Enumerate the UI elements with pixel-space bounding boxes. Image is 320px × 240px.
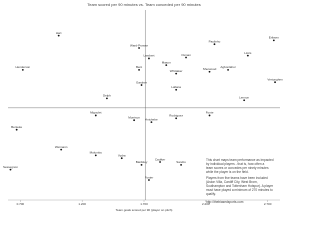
point-label: Sandro xyxy=(176,160,186,164)
point xyxy=(138,47,140,49)
point xyxy=(180,163,182,166)
point-label: Anichebe xyxy=(145,117,158,121)
annotation-text: This chart maps team performance as impa… xyxy=(206,158,274,174)
point xyxy=(106,97,108,100)
annotation-line: must have played a minimum of 270 minute… xyxy=(206,188,273,192)
point xyxy=(159,161,161,163)
point xyxy=(185,56,187,59)
point-label: Sherwood xyxy=(203,67,217,71)
point xyxy=(175,88,178,91)
point xyxy=(94,154,97,157)
point xyxy=(138,68,140,71)
point xyxy=(15,128,18,131)
point xyxy=(120,157,123,160)
point xyxy=(213,43,216,46)
point xyxy=(227,68,229,71)
point-label: Fonte xyxy=(206,111,214,115)
point xyxy=(208,70,211,73)
point-label: Whittaker xyxy=(170,69,183,73)
point xyxy=(274,81,276,84)
point xyxy=(57,34,60,37)
point-label: Mason xyxy=(162,60,171,64)
point xyxy=(94,114,97,117)
chart-title: Team scored per 90 minutes vs. Team conc… xyxy=(87,2,201,7)
point xyxy=(133,119,136,122)
annotation-line: qualify. xyxy=(206,192,216,196)
point xyxy=(140,84,143,86)
point xyxy=(21,68,24,71)
annotation-line: by individual players - that is, how oft… xyxy=(206,162,265,166)
point xyxy=(175,72,178,75)
annotation-line: team scores or concedes per ninety minut… xyxy=(206,166,269,170)
point-label: Rodriguez xyxy=(169,114,183,118)
point-label: Paulinho xyxy=(209,39,221,43)
point-label: Mignolet xyxy=(90,111,102,115)
point-label: Lloris xyxy=(244,51,252,55)
point-label: Gardner xyxy=(136,80,147,84)
x-tick-label: 0.700 xyxy=(17,202,25,206)
annotation-line: This chart maps team performance as impa… xyxy=(206,158,274,162)
point xyxy=(246,54,249,57)
x-tick-label: 2.200 xyxy=(202,202,210,206)
point-label: Bardsley xyxy=(136,160,148,164)
point-label: Mulumbu xyxy=(90,151,103,155)
point-label: Delph xyxy=(103,94,111,98)
point xyxy=(140,163,143,166)
point xyxy=(150,121,153,123)
point-label: Foster xyxy=(145,175,154,179)
point-label: Caulker xyxy=(155,157,165,161)
point-label: Ward-Prowse xyxy=(130,43,148,47)
point xyxy=(208,114,211,117)
x-axis-label: Team goals scored per 90 (player on pitc… xyxy=(116,208,173,212)
point-label: Weimann xyxy=(55,145,68,149)
point-label: Lennon xyxy=(239,96,249,100)
point-label: Vydra xyxy=(118,153,126,157)
annotation-text: Players from five teams have been includ… xyxy=(206,176,274,196)
point-label: Bent xyxy=(136,65,142,69)
point xyxy=(175,117,178,120)
point xyxy=(9,168,12,171)
x-tick-label: 1.700 xyxy=(140,202,148,206)
point-label: Lambert xyxy=(143,54,154,58)
point-label: Henderson xyxy=(15,65,30,69)
annotation-line: Players from five teams have been includ… xyxy=(206,176,268,180)
point xyxy=(148,179,150,181)
point xyxy=(60,148,63,151)
annotation-line: Southampton and Tottenham Hotspur). A pl… xyxy=(206,184,274,188)
point xyxy=(272,39,275,42)
point-label: Osman xyxy=(181,53,191,57)
url: http://thebiasedsports.com xyxy=(206,200,244,204)
point-label: Morrison xyxy=(128,115,140,119)
chart: Team scored per 90 minutes vs. Team conc… xyxy=(3,2,283,212)
point xyxy=(148,57,150,60)
annotation-line: (Aston Villa, Cardiff City, West Brom, xyxy=(206,180,258,184)
point-label: Sessegnon xyxy=(3,165,18,169)
point xyxy=(243,99,246,102)
point-label: Vertonghen xyxy=(267,77,283,81)
point-label: Hart xyxy=(56,31,62,35)
point-label: Lallana xyxy=(171,85,181,89)
x-tick-label: 2.700 xyxy=(264,202,272,206)
annotation-line: while the player is on the field. xyxy=(206,170,249,174)
page: {"chart_data": {"type": "scatter", "titl… xyxy=(2,2,284,212)
point xyxy=(165,64,168,66)
point-label: Agbonlahor xyxy=(220,65,235,69)
point-label: Benteke xyxy=(11,125,22,129)
x-tick-label: 1.200 xyxy=(78,202,86,206)
point-label: Eriksen xyxy=(269,36,279,40)
